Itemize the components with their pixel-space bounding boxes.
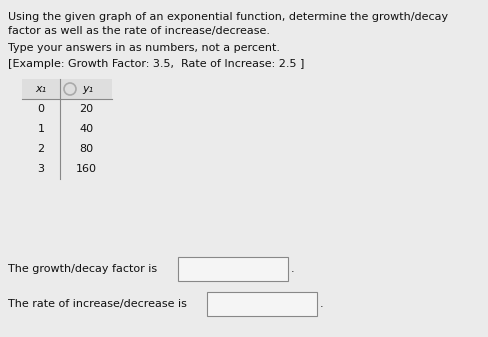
Text: 1: 1: [38, 124, 44, 134]
Bar: [22, 79, 112, 99]
Bar: [178, 257, 287, 281]
Bar: [206, 292, 316, 316]
Text: factor as well as the rate of increase/decrease.: factor as well as the rate of increase/d…: [8, 26, 269, 36]
Text: The rate of increase/decrease is: The rate of increase/decrease is: [8, 299, 186, 309]
Text: [Example: Growth Factor: 3.5,  Rate of Increase: 2.5 ]: [Example: Growth Factor: 3.5, Rate of In…: [8, 59, 304, 69]
Text: Using the given graph of an exponential function, determine the growth/decay: Using the given graph of an exponential …: [8, 12, 447, 22]
Text: 20: 20: [79, 104, 93, 114]
Text: 160: 160: [75, 164, 96, 174]
Text: .: .: [319, 299, 323, 309]
Text: 80: 80: [79, 144, 93, 154]
Text: 2: 2: [38, 144, 44, 154]
Text: y₁: y₁: [82, 84, 93, 94]
Text: 40: 40: [79, 124, 93, 134]
Text: 0: 0: [38, 104, 44, 114]
Text: The growth/decay factor is: The growth/decay factor is: [8, 264, 157, 274]
Text: Type your answers in as numbers, not a percent.: Type your answers in as numbers, not a p…: [8, 43, 280, 53]
Text: .: .: [290, 264, 294, 274]
Text: 3: 3: [38, 164, 44, 174]
Text: x₁: x₁: [35, 84, 46, 94]
